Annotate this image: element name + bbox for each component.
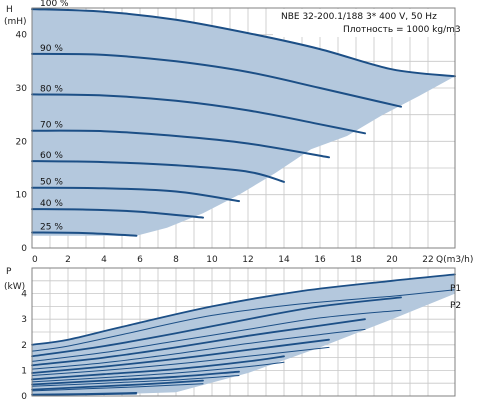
power-p2-curve (31, 361, 285, 383)
power-p1-curve (31, 379, 204, 391)
head-curve-label: 25 % (40, 223, 63, 233)
head-curve-label: 100 % (40, 0, 69, 9)
head-y-tick-label: 0 (21, 244, 27, 254)
power-p1-curve (31, 273, 456, 346)
head-curve-label: 60 % (40, 151, 63, 161)
head-operating-region (32, 9, 455, 236)
head-y-tick-label: 30 (16, 84, 28, 94)
power-chart-frame (31, 267, 456, 397)
head-chart: 100 %90 %80 %70 %60 %50 %40 %25 % 010203… (4, 0, 473, 265)
head-curve-40-pct (31, 208, 204, 219)
power-y-tick-label: 3 (21, 315, 27, 325)
head-curve-100-pct (31, 8, 456, 78)
head-curve-80-pct (31, 93, 366, 135)
power-p1-curve (31, 392, 138, 396)
power-p2-curve (31, 375, 240, 387)
power-p2-curve (31, 309, 402, 362)
power-y-tick-label: 1 (21, 366, 27, 376)
pump-model-info: NBE 32-200.1/188 3* 400 V, 50 Hz (281, 12, 437, 22)
flow-x-tick-label: 18 (350, 255, 362, 265)
power-axis-unit: (kW) (4, 282, 25, 292)
power-p2-curve (31, 383, 204, 392)
info-box (273, 9, 454, 37)
head-curve-labels: 100 % 90 % 80 % 70 % 60 % 50 % 40 % 25 % (40, 0, 69, 233)
head-curve-label: 40 % (40, 199, 63, 209)
head-curve-50-pct (31, 186, 240, 203)
flow-x-tick-label: 22 (422, 255, 433, 265)
power-y-tick-label: 0 (21, 392, 27, 400)
head-curve-25-pct (31, 231, 138, 237)
flow-x-tick-label: 20 (386, 255, 398, 265)
head-curve-label: 90 % (40, 44, 63, 54)
head-y-tick-label: 10 (16, 191, 28, 201)
head-curve-label: 50 % (40, 178, 63, 188)
p2-label: P2 (450, 301, 461, 311)
head-curve-60-pct (31, 160, 285, 183)
flow-x-tick-label: 10 (206, 255, 218, 265)
p1-label: P1 (450, 284, 461, 294)
power-y-tick-label: 2 (21, 341, 27, 351)
power-p1-curve (31, 296, 402, 358)
flow-x-tick-label: 8 (173, 255, 179, 265)
head-curves (31, 8, 456, 237)
power-y-tick-label: 4 (21, 290, 27, 300)
flow-x-tick-label: 6 (137, 255, 143, 265)
power-p2-curve (31, 346, 330, 376)
power-p1-curve (31, 355, 285, 381)
power-y-ticks: 0 1 2 3 4 (21, 290, 27, 400)
flow-x-tick-label: 14 (278, 255, 290, 265)
flow-x-tick-label: 2 (65, 255, 71, 265)
head-y-tick-label: 20 (16, 137, 28, 147)
flow-x-tick-label: 12 (242, 255, 253, 265)
head-curve-label: 70 % (40, 121, 63, 131)
power-p1-curve (31, 338, 330, 374)
head-y-tick-label: 40 (16, 31, 28, 41)
head-curve-70-pct (31, 129, 330, 159)
power-p1-curve (31, 318, 366, 367)
power-axis-label: P (6, 267, 12, 277)
flow-x-tick-label: 16 (314, 255, 326, 265)
power-chart: 0 1 2 3 4 P (kW) P1 P2 (4, 267, 461, 400)
head-axis-unit: (mH) (4, 17, 27, 27)
power-p2-curve (31, 328, 366, 370)
head-y-ticks: 0 10 20 30 40 (16, 31, 28, 254)
power-operating-region (32, 274, 455, 395)
head-axis-label: H (6, 5, 13, 15)
flow-axis-label: Q(m3/h) (436, 255, 473, 265)
power-p2-curve (31, 289, 456, 352)
head-chart-frame (31, 7, 456, 249)
head-curve-90-pct (31, 52, 402, 108)
density-info: Плотность = 1000 kg/m3 (343, 25, 461, 35)
flow-x-tick-label: 0 (32, 255, 38, 265)
power-p1-curve (31, 370, 240, 386)
power-curves (31, 273, 456, 396)
flow-x-tick-label: 4 (101, 255, 107, 265)
head-x-ticks: 0 2 4 6 8 10 12 14 16 18 20 22 (32, 255, 434, 265)
head-curve-label: 80 % (40, 84, 63, 94)
